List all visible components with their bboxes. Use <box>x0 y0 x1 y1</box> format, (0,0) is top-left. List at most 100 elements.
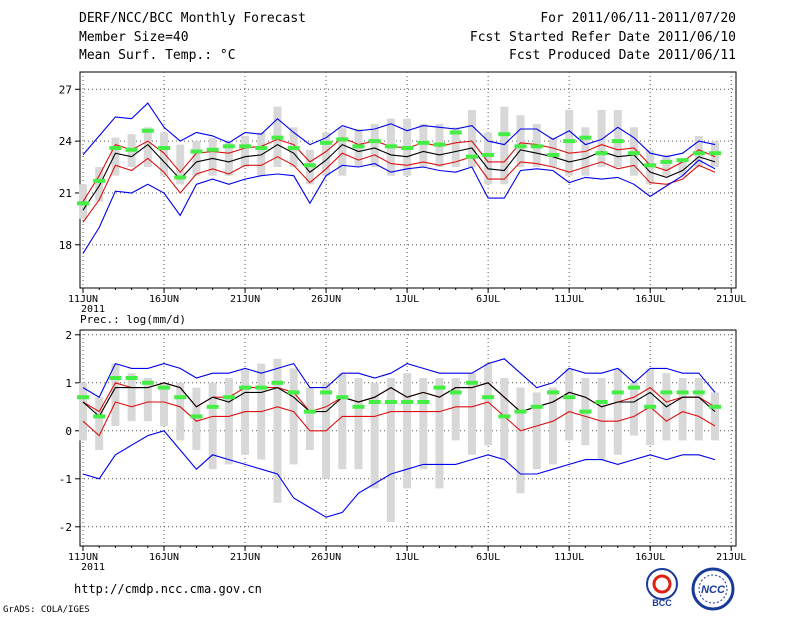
temp-median-marker <box>93 178 106 183</box>
temp-spread-box <box>467 110 476 168</box>
precip-median-marker <box>77 395 89 400</box>
precip-median-marker <box>352 404 365 409</box>
precip-spread-box <box>467 373 476 455</box>
precip-spread-box <box>613 368 622 455</box>
temp-upper-line <box>82 137 716 202</box>
temp-spread-box <box>111 137 120 176</box>
temp-spread-box <box>613 110 622 168</box>
temp-median-marker <box>303 163 316 168</box>
precip-median-marker <box>271 380 284 385</box>
precip-x-tick-label: 11JUL <box>554 552 584 563</box>
precip-median-marker <box>433 385 446 390</box>
temp-spread-box <box>370 123 379 168</box>
temp-y-tick-label: 21 <box>59 187 72 200</box>
temp-median-marker <box>611 139 624 144</box>
temp-median-marker <box>627 151 640 156</box>
temp-spread-box <box>192 141 201 176</box>
temp-median-marker <box>109 146 122 151</box>
precip-spread-box <box>127 373 136 422</box>
precip-spread-box <box>305 387 314 450</box>
temp-year-label: 2011 <box>81 304 105 315</box>
precip-spread-box <box>629 382 638 436</box>
temp-median-marker <box>465 154 478 159</box>
temp-median-marker <box>579 135 592 140</box>
temp-lower-line <box>82 152 716 223</box>
precip-x-tick-label: 1JUL <box>395 552 419 563</box>
temp-median-marker <box>77 201 89 206</box>
temp-spread-box <box>516 115 525 168</box>
precip-spread-box <box>95 397 104 450</box>
precip-median-marker <box>368 400 381 404</box>
temp-median-marker <box>644 163 657 168</box>
precip-median-marker <box>530 404 543 409</box>
precip-spread-box <box>419 378 428 470</box>
precip-spread-box <box>548 387 557 465</box>
precip-x-tick-label: 26JUN <box>311 552 341 563</box>
temp-x-tick-label: 16JUN <box>149 294 179 305</box>
temp-x-tick-label: 21JUN <box>230 294 260 305</box>
precip-spread-box <box>516 387 525 494</box>
precip-spread-box <box>192 387 201 450</box>
temp-median-marker <box>384 144 397 149</box>
temp-x-tick-label: 6JUL <box>476 294 500 305</box>
temp-y-tick-label: 27 <box>59 83 72 96</box>
temp-median-marker <box>352 144 365 149</box>
temp-plot-frame <box>79 71 737 289</box>
chart-title: DERF/NCC/BCC Monthly Forecast <box>79 11 306 26</box>
precip-median-marker <box>158 385 171 390</box>
precip-spread-box <box>403 373 412 489</box>
precip-median-marker <box>514 409 527 414</box>
temp-median-marker <box>563 139 576 144</box>
temp-spread-box <box>95 167 104 202</box>
precip-median-marker <box>239 385 252 390</box>
precip-spread-box <box>176 382 185 441</box>
temp-median-marker <box>417 140 430 145</box>
precip-min-line <box>82 430 716 518</box>
temp-median-marker <box>174 175 187 180</box>
temp-spread-box <box>322 132 331 176</box>
temp-median-marker <box>433 142 446 147</box>
temp-median-marker <box>368 139 381 144</box>
temp-median-marker <box>595 151 608 156</box>
temp-y-tick-label: 24 <box>59 135 73 148</box>
precip-year-label: 2011 <box>81 562 105 573</box>
precip-median-marker <box>93 414 106 419</box>
precip-spread-box <box>451 378 460 441</box>
footer-url[interactable]: http://cmdp.ncc.cma.gov.cn <box>74 582 262 596</box>
precip-median-marker <box>320 390 333 395</box>
precip-spread-box <box>273 358 282 503</box>
precip-median-marker <box>676 390 689 395</box>
precip-y-tick-label: -1 <box>59 473 72 486</box>
ncc-logo-globe <box>698 574 728 604</box>
precip-spread-box <box>111 363 120 426</box>
precip-median-marker <box>449 390 462 395</box>
temp-median-marker <box>660 159 673 164</box>
bcc-logo-swirl <box>652 574 672 594</box>
precip-spread-box <box>143 378 152 422</box>
variable-label: Mean Surf. Temp.: °C <box>79 48 236 63</box>
temp-spread-box <box>597 110 606 168</box>
precip-spread-box <box>208 382 217 470</box>
temp-median-marker <box>158 146 171 151</box>
temp-median-marker <box>498 132 511 137</box>
grads-credit: GrADS: COLA/IGES <box>3 605 90 615</box>
precip-median-marker <box>563 395 576 400</box>
precip-median-marker <box>546 390 559 395</box>
temp-x-tick-label: 16JUL <box>635 294 665 305</box>
precip-median-marker <box>627 385 640 390</box>
precip-median-marker <box>303 409 316 414</box>
precip-spread-box <box>338 373 347 470</box>
precip-spread-box <box>370 382 379 489</box>
precip-lower-line <box>82 401 716 437</box>
precip-spread-box <box>354 378 363 470</box>
precip-spread-box <box>532 392 541 470</box>
precip-median-marker <box>190 414 203 419</box>
precip-spread-box <box>160 382 169 426</box>
precip-median-marker <box>417 400 430 404</box>
temp-x-tick-label: 26JUN <box>311 294 341 305</box>
precip-median-marker <box>644 404 657 409</box>
precip-median-marker <box>287 390 300 395</box>
temp-spread-box <box>224 141 233 176</box>
temp-spread-box <box>500 106 509 185</box>
member-size-label: Member Size=40 <box>79 30 189 45</box>
